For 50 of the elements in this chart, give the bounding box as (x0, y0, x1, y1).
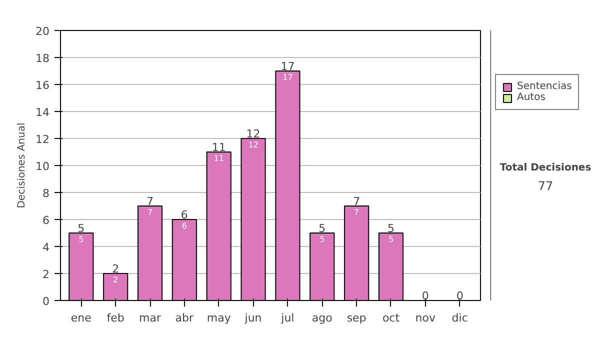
legend-label: Autos (517, 92, 546, 103)
y-tick-label: 8 (42, 187, 50, 200)
x-tick-label: dic (452, 312, 468, 324)
total-label: 7 (353, 195, 360, 208)
x-tick-label: feb (106, 312, 124, 324)
total-label: 5 (387, 222, 394, 235)
x-tick-label: ago (312, 312, 333, 324)
total-label: 2 (112, 262, 120, 276)
x-tick-label: may (206, 312, 232, 324)
total-label: 11 (212, 141, 226, 154)
y-tick-label: 4 (42, 241, 50, 254)
x-tick-label: ene (70, 312, 92, 324)
y-tick-label: 14 (36, 106, 50, 119)
data-label: 7 (147, 208, 153, 217)
data-label: 5 (78, 235, 84, 244)
text: Total Decisiones (500, 162, 592, 174)
total-label: 7 (146, 195, 154, 208)
data-label: 5 (320, 235, 325, 244)
data-label: 2 (113, 276, 118, 284)
total-label: 0 (422, 290, 429, 302)
data-label: 7 (354, 208, 360, 217)
x-tick-label: sep (346, 312, 366, 324)
y-tick-label: 20 (36, 25, 50, 38)
y-tick-label: 18 (36, 52, 50, 65)
x-tick-label: mar (139, 312, 162, 324)
y-tick-label: 0 (42, 295, 50, 308)
y-tick-label: 16 (36, 79, 50, 92)
total-label: 6 (180, 208, 188, 222)
total-label: 17 (280, 60, 295, 73)
y-axis-title: Decisiones Anual (16, 122, 28, 208)
x-tick-label: abr (175, 312, 194, 324)
total-label: 0 (456, 290, 464, 302)
data-label: 12 (248, 140, 258, 150)
y-tick-label: 12 (36, 133, 50, 146)
data-label: 17 (282, 73, 293, 82)
y-tick-label: 6 (42, 214, 50, 227)
total-label: 5 (78, 222, 85, 235)
text: 77 (538, 178, 554, 193)
data-label: 11 (214, 154, 224, 163)
y-tick-label: 2 (42, 268, 50, 281)
total-label: 5 (318, 222, 326, 235)
x-tick-label: jul (280, 312, 294, 324)
y-tick-label: 10 (36, 160, 50, 173)
x-tick-label: jun (244, 312, 262, 324)
total-label: 12 (246, 128, 260, 140)
legend-label: Sentencias (517, 81, 572, 92)
x-tick-label: nov (415, 312, 436, 324)
x-tick-label: oct (382, 312, 400, 324)
data-label: 5 (388, 235, 394, 244)
data-label: 6 (182, 222, 187, 230)
